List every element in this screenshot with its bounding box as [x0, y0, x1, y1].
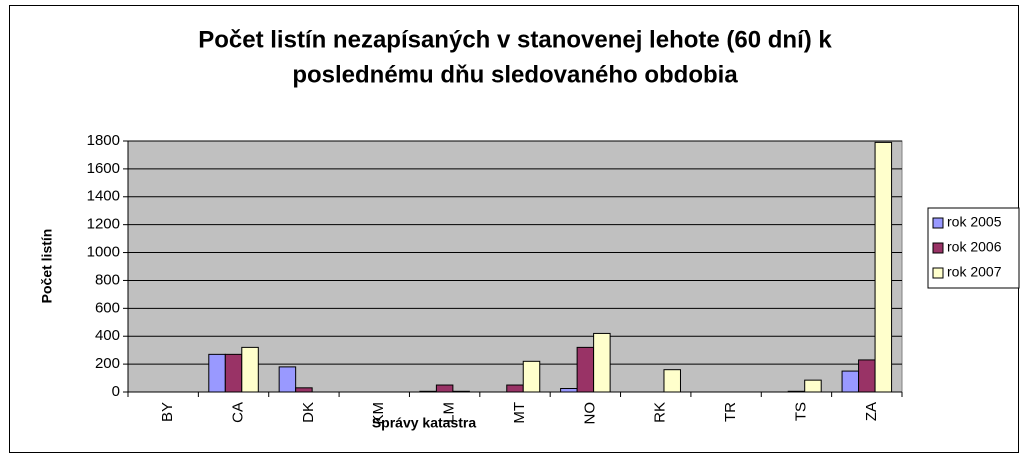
x-tick-label: RK — [652, 402, 669, 423]
y-tick-label: 200 — [95, 355, 120, 372]
x-tick-label: TS — [792, 402, 809, 421]
bar — [435, 384, 454, 393]
bar — [208, 353, 226, 393]
legend-label: rok 2005 — [947, 214, 1002, 230]
bar — [224, 353, 243, 393]
chart-title: Počet listín nezapísaných v stanovenej l… — [198, 26, 832, 53]
bar — [804, 379, 822, 393]
y-tick-label: 800 — [95, 271, 120, 288]
bar — [278, 366, 297, 393]
y-tick-label: 1800 — [87, 132, 120, 149]
bar — [295, 387, 313, 393]
bar — [576, 346, 595, 393]
y-tick-label: 1600 — [87, 160, 120, 177]
bar — [663, 369, 681, 393]
bar — [506, 384, 524, 393]
legend-swatch — [932, 242, 944, 254]
x-tick-label: TR — [722, 402, 739, 422]
bar — [841, 370, 860, 393]
legend-label: rok 2006 — [947, 239, 1002, 255]
bar — [419, 390, 437, 393]
x-tick-label: CA — [230, 402, 247, 423]
bar — [560, 388, 578, 393]
legend-swatch — [932, 267, 944, 279]
legend-label: rok 2007 — [947, 264, 1002, 280]
legend-swatch — [932, 217, 944, 229]
y-tick-label: 1000 — [87, 244, 120, 261]
y-tick-label: 1400 — [87, 188, 120, 205]
y-tick-label: 0 — [112, 383, 120, 400]
y-tick-label: 400 — [95, 327, 120, 344]
x-tick-label: BY — [159, 402, 176, 422]
y-tick-label: 600 — [95, 299, 120, 316]
y-axis-label: Počet listín — [39, 229, 55, 304]
x-axis-label: Správy katastra — [372, 415, 477, 431]
bar — [858, 359, 876, 393]
bar — [452, 390, 470, 393]
x-tick-label: ZA — [863, 402, 880, 421]
bar — [522, 360, 541, 393]
y-tick-label: 1200 — [87, 216, 120, 233]
chart-title: poslednému dňu sledovaného obdobia — [292, 61, 738, 88]
x-tick-label: DK — [300, 402, 317, 423]
x-tick-label: MT — [511, 402, 528, 424]
x-tick-label: KM — [370, 402, 387, 425]
x-tick-label: LM — [441, 402, 458, 423]
bar — [787, 390, 806, 393]
bar — [593, 332, 611, 393]
bar — [241, 346, 259, 393]
bar — [874, 141, 893, 393]
x-tick-label: NO — [581, 402, 598, 425]
